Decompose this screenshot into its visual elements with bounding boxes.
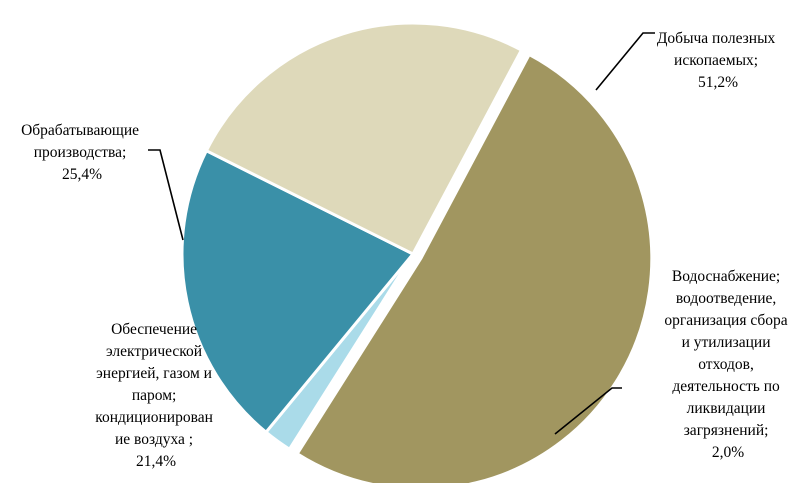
leader-line-manufacturing (148, 149, 184, 241)
label-mining: Добыча полезных ископаемых; 51,2% (657, 30, 779, 91)
label-water-supply: Водоснабжение; водоотведение, организаци… (664, 268, 791, 461)
leader-lines (148, 32, 655, 435)
label-energy: Обеспечение электрической энергией, газо… (95, 321, 217, 470)
slice-mining (295, 52, 654, 483)
slice-energy (180, 148, 416, 435)
label-manufacturing: Обрабатывающие производства; 25,4% (21, 122, 143, 183)
pie-slices (180, 21, 654, 483)
leader-line-water-supply (554, 387, 622, 435)
leader-line-mining (595, 32, 655, 91)
slice-manufacturing (204, 21, 524, 256)
